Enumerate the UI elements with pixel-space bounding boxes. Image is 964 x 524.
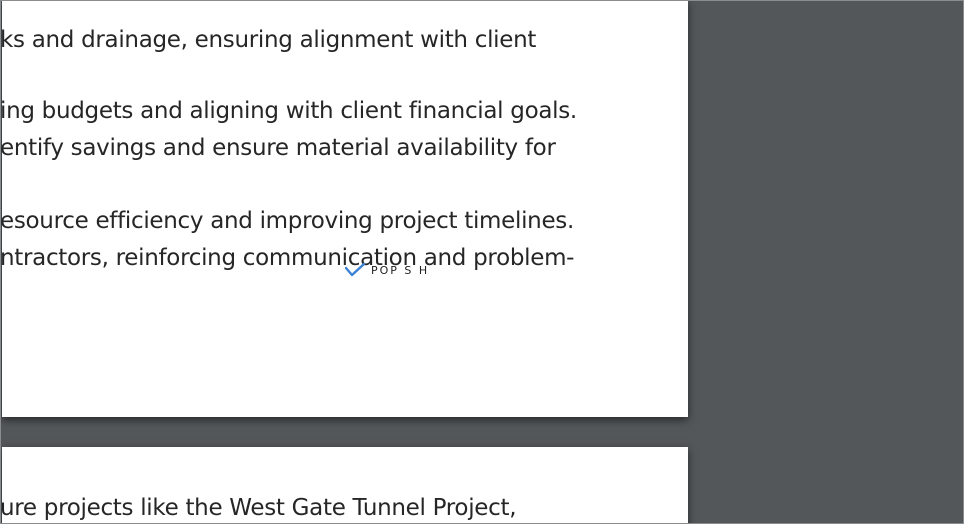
text-line: ks and drainage, ensuring alignment with…: [0, 27, 537, 53]
document-page-2: ure projects like the West Gate Tunnel P…: [0, 447, 688, 524]
text-line: esource efficiency and improving project…: [0, 208, 574, 234]
checkmark-icon: [345, 263, 365, 277]
text-line: ing budgets and aligning with client fin…: [0, 98, 577, 124]
text-line: ure projects like the West Gate Tunnel P…: [0, 495, 517, 521]
text-line: entify savings and ensure material avail…: [0, 135, 556, 161]
text-line: ntractors, reinforcing communication and…: [0, 245, 575, 271]
stamp-label: POP S H: [371, 263, 430, 277]
signature-stamp[interactable]: POP S H: [345, 262, 429, 278]
document-page-1: ks and drainage, ensuring alignment with…: [0, 0, 688, 417]
